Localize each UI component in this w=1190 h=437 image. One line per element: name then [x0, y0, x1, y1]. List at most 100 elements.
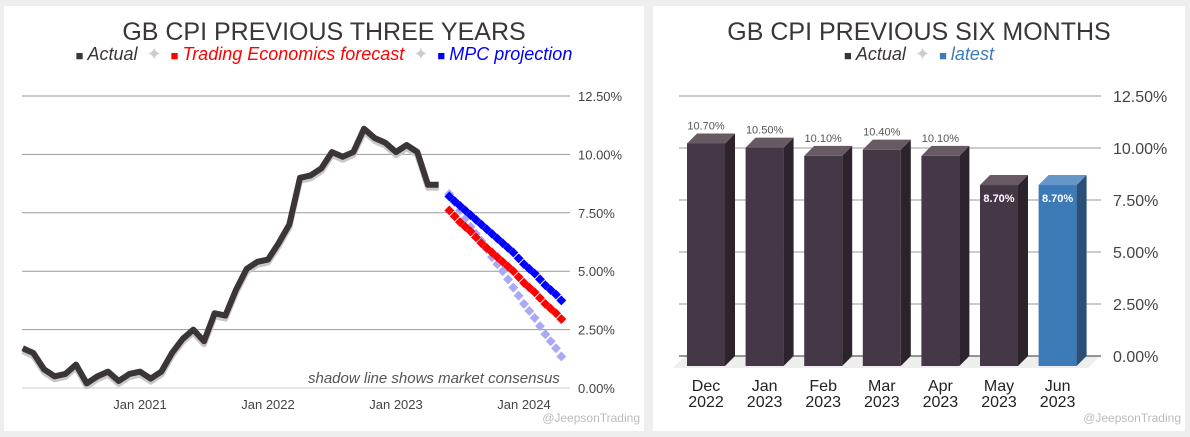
data-label: 10.50% — [746, 125, 784, 137]
x-tick-label-year: 2023 — [805, 394, 841, 411]
forecast-point — [481, 242, 492, 253]
consensus-point — [503, 274, 513, 285]
consensus-point — [540, 329, 551, 340]
mpc-point — [535, 274, 545, 285]
y-tick-label: 7.50% — [1113, 193, 1158, 210]
consensus-shadow-line — [21, 128, 439, 390]
mpc-point — [455, 200, 465, 211]
x-tick-label-year: 2022 — [688, 394, 724, 411]
forecast-point — [476, 238, 487, 249]
x-tick-label-month: Dec — [692, 378, 720, 395]
data-label: 8.70% — [983, 193, 1014, 205]
mpc-point — [508, 247, 519, 258]
actual-line — [21, 125, 439, 387]
x-tick-label: Jan 2022 — [241, 397, 295, 412]
x-tick-label-year: 2023 — [981, 394, 1017, 411]
consensus-point — [497, 266, 508, 277]
forecast-point — [524, 282, 535, 293]
data-label: 10.70% — [687, 120, 725, 132]
legend-separator-icon: ✦ — [146, 44, 162, 64]
bar — [921, 155, 960, 366]
bar-side — [959, 145, 970, 366]
x-tick-label: Jan 2023 — [369, 397, 423, 412]
y-tick-label: 2.50% — [1113, 297, 1158, 314]
legend: ■ Actual ✦ ■ latest — [653, 44, 1185, 65]
forecast-point — [455, 217, 465, 228]
forecast-point — [503, 261, 513, 272]
x-tick-label: Jan 2024 — [497, 397, 551, 412]
mpc-point — [465, 210, 476, 221]
forecast-point — [487, 247, 497, 258]
legend-separator-icon: ✦ — [914, 44, 931, 64]
bar — [980, 185, 1018, 366]
mpc-point — [481, 224, 492, 235]
mpc-point — [551, 289, 561, 300]
consensus-point — [519, 298, 529, 309]
forecast-point — [465, 226, 476, 237]
data-label: 8.70% — [1042, 193, 1073, 205]
mpc-point — [476, 219, 487, 230]
consensus-point — [513, 290, 524, 301]
legend-actual-swatch: ■ — [844, 48, 852, 63]
mpc-point — [519, 259, 529, 270]
x-tick-label-month: Jan — [752, 378, 778, 395]
bar-top — [1038, 175, 1087, 186]
chart-title: GB CPI PREVIOUS THREE YEARS — [122, 18, 526, 46]
y-tick-label: 7.50% — [578, 206, 615, 221]
forecast-point — [449, 211, 460, 222]
legend-separator-icon: ✦ — [413, 44, 429, 64]
y-tick-label: 2.50% — [578, 323, 615, 338]
mpc-point — [471, 214, 481, 225]
data-label: 10.10% — [805, 133, 843, 145]
watermark: @JeepsonTrading — [542, 411, 640, 425]
x-tick-label: Jan 2021 — [113, 397, 167, 412]
legend: ■ Actual ✦ ■ Trading Economics forecast ✦ … — [4, 44, 644, 65]
forecast-point — [551, 308, 561, 319]
forecast-point — [497, 256, 508, 267]
x-tick-label-year: 2023 — [923, 394, 959, 411]
mpc-point — [524, 263, 535, 274]
bar — [862, 149, 901, 366]
y-tick-label: 0.00% — [1113, 349, 1158, 366]
x-tick-label-month: Jun — [1045, 378, 1071, 395]
legend-forecast: Trading Economics forecast — [182, 44, 405, 64]
bar-top — [745, 137, 794, 148]
consensus-point — [508, 282, 519, 293]
mpc-point — [503, 242, 513, 253]
forecast-point — [471, 232, 481, 243]
mpc-point — [487, 228, 497, 239]
bar-top — [921, 145, 970, 156]
legend-mpc: MPC projection — [449, 44, 573, 64]
forecast-point — [519, 277, 529, 288]
forecast-point — [540, 298, 551, 309]
forecast-point — [460, 221, 471, 232]
mpc-point — [460, 205, 471, 216]
forecast-point — [556, 314, 567, 325]
data-label: 10.40% — [863, 127, 901, 139]
watermark: @JeepsonTrading — [1083, 411, 1181, 425]
forecast-point — [513, 272, 524, 282]
bar — [687, 143, 725, 366]
data-label: 10.10% — [922, 133, 960, 145]
y-tick-label: 5.00% — [578, 264, 615, 279]
six-month-chart-panel: 12.50% 10.00% 7.50% 5.00% 2.50% 0.00% 10.70% De… — [653, 6, 1185, 431]
legend-latest-swatch: ■ — [939, 48, 947, 63]
bar-top — [862, 139, 911, 150]
x-tick-label-month: Feb — [809, 378, 837, 395]
mpc-point — [529, 268, 540, 279]
consensus-point — [545, 336, 556, 347]
legend-mpc-swatch: ■ — [437, 48, 446, 63]
x-tick-label-year: 2023 — [1040, 394, 1076, 411]
forecast-point — [529, 287, 540, 298]
bar-top — [980, 175, 1028, 186]
mpc-point — [492, 233, 503, 244]
y-tick-label: 10.00% — [578, 147, 623, 162]
bar-side — [783, 137, 794, 366]
chart-title: GB CPI PREVIOUS SIX MONTHS — [727, 18, 1111, 46]
mpc-point — [545, 284, 556, 295]
forecast-point — [508, 266, 519, 277]
bar — [1038, 185, 1077, 366]
y-tick-label: 12.50% — [1113, 89, 1167, 106]
bar-side — [900, 139, 911, 366]
consensus-point — [556, 351, 567, 362]
